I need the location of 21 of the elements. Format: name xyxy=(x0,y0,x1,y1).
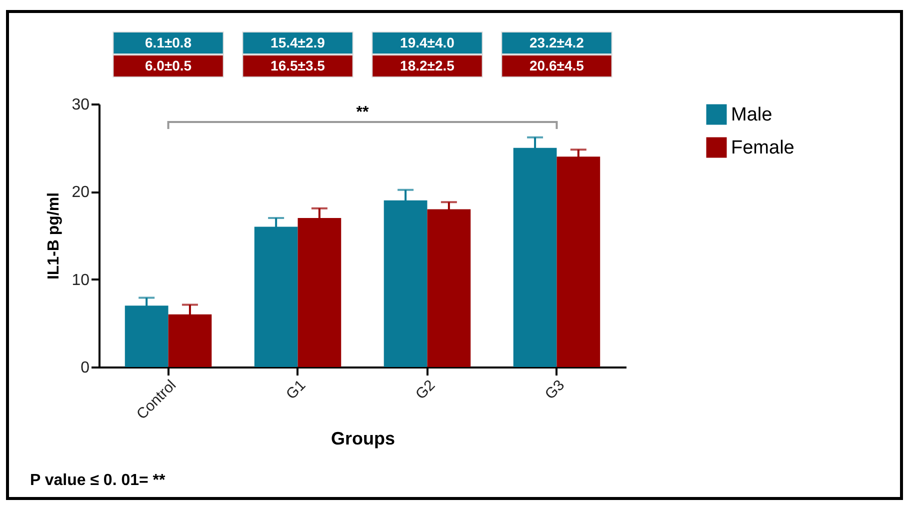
legend-label: Male xyxy=(731,104,772,126)
text: 6.1±0.8 xyxy=(144,34,192,50)
legend-label: Female xyxy=(731,138,794,158)
text: 18.2±2.5 xyxy=(400,58,455,74)
text: 20.6±4.5 xyxy=(530,58,584,74)
annotation: ** xyxy=(356,104,370,121)
text: 23.2±4.2 xyxy=(530,34,584,50)
text: 19.4±4.0 xyxy=(400,34,455,50)
text: 6.0±0.5 xyxy=(144,58,192,74)
y-tick-label: 30 xyxy=(72,96,90,114)
text: 16.5±3.5 xyxy=(270,58,326,74)
x-tick-label: G1 xyxy=(282,376,310,403)
y-tick-label: 10 xyxy=(72,272,90,289)
text: 15.4±2.9 xyxy=(270,34,326,50)
y-tick-label: 0 xyxy=(80,360,90,376)
text: P value ≤ 0. 01= ** xyxy=(30,472,166,490)
x-axis-title: Groups xyxy=(330,428,396,448)
y-axis-title: IL1-B pg/ml xyxy=(46,192,63,280)
y-tick-label: 20 xyxy=(72,184,90,202)
x-tick-label: G3 xyxy=(542,376,568,403)
x-tick-label: G2 xyxy=(412,376,439,403)
